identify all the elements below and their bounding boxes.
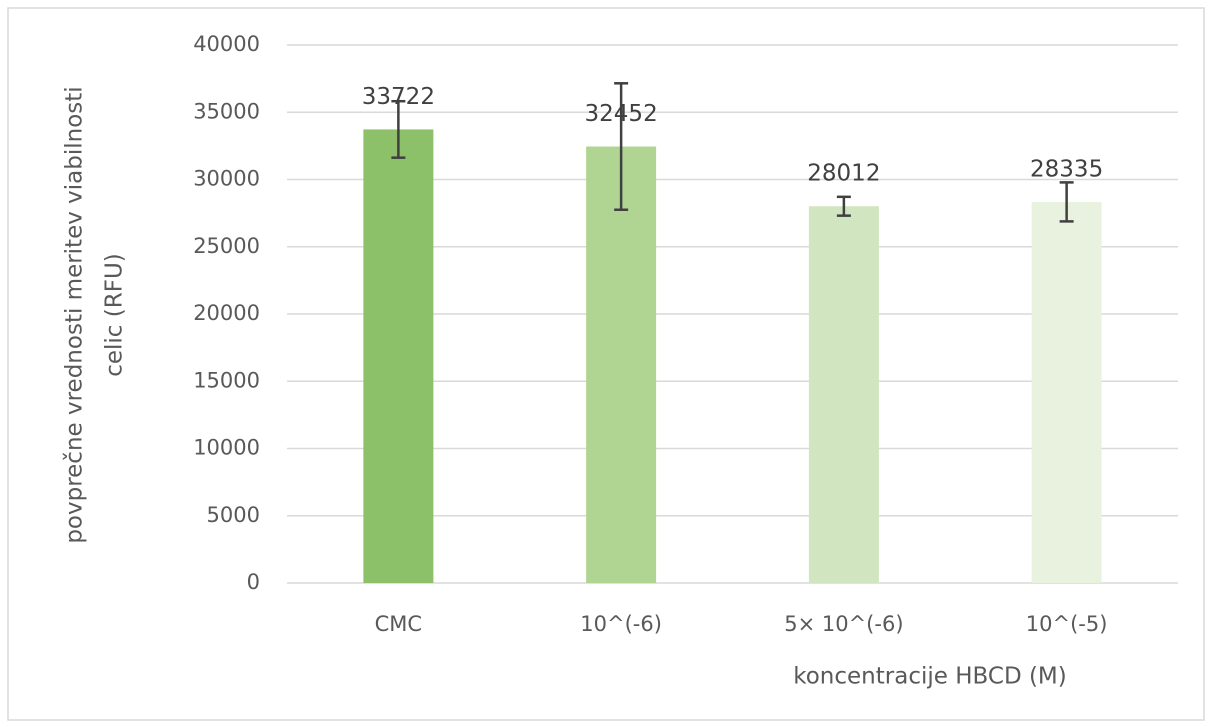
y-tick-label: 0 [247, 570, 260, 594]
bar [363, 129, 434, 584]
y-tick-label: 35000 [193, 99, 260, 123]
value-label: 28012 [807, 161, 880, 187]
x-tick-label: 5× 10^(-6) [784, 612, 903, 636]
value-label: 33722 [362, 84, 435, 110]
y-axis-label-line: povprečne vrednosti meritev viabilnosti [62, 86, 88, 543]
y-axis-label: povprečne vrednosti meritev viabilnosti … [62, 86, 128, 543]
y-axis-label-line: celic (RFU) [102, 253, 128, 377]
bar [586, 146, 657, 583]
y-tick-label: 10000 [193, 436, 260, 460]
value-label: 32452 [585, 101, 658, 127]
y-tick-label: 5000 [207, 503, 260, 527]
y-tick-label: 30000 [193, 167, 260, 191]
y-tick-label: 40000 [193, 32, 260, 56]
x-tick-label: CMC [375, 612, 422, 636]
value-label: 28335 [1030, 156, 1103, 182]
x-axis-label: koncentracije HBCD (M) [793, 664, 1067, 690]
y-tick-label: 25000 [193, 234, 260, 258]
x-tick-label: 10^(-5) [1026, 612, 1108, 636]
bar [808, 206, 879, 584]
y-tick-label: 15000 [193, 368, 260, 392]
x-tick-label: 10^(-6) [580, 612, 662, 636]
bar [1031, 201, 1102, 583]
y-tick-label: 20000 [193, 301, 260, 325]
